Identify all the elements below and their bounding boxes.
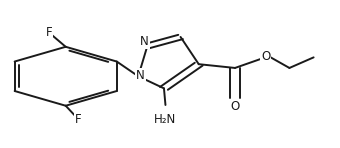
- Text: N: N: [140, 35, 149, 48]
- Text: F: F: [46, 26, 52, 39]
- Text: H₂N: H₂N: [154, 112, 176, 126]
- Text: N: N: [136, 69, 145, 82]
- Text: F: F: [74, 113, 81, 126]
- Text: O: O: [231, 100, 240, 114]
- Text: O: O: [261, 50, 270, 63]
